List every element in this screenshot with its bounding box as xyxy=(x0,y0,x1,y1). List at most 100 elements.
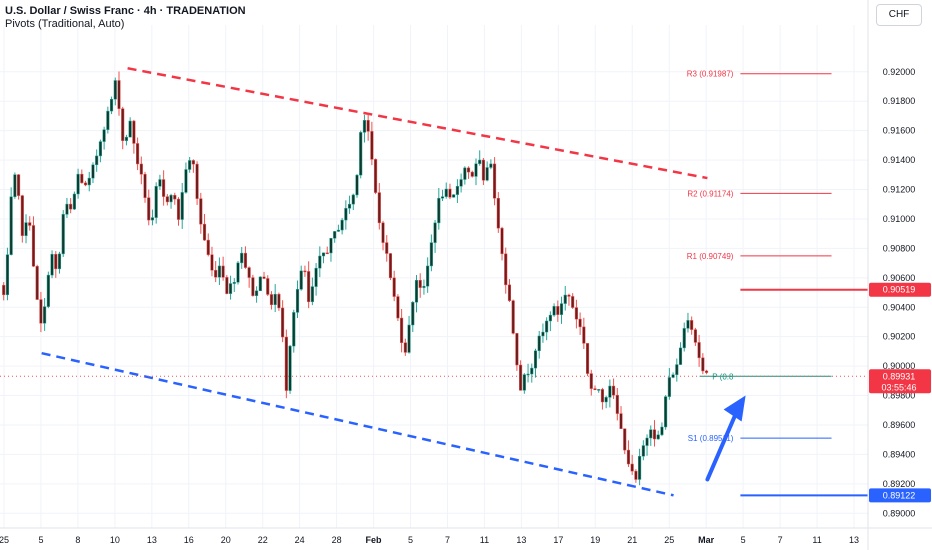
time-tick-label: 13 xyxy=(147,535,157,545)
candle-body xyxy=(43,306,47,324)
currency-button[interactable]: CHF xyxy=(876,4,922,26)
candle-body xyxy=(154,186,158,218)
candle-body xyxy=(478,159,482,164)
candle-body xyxy=(117,80,121,109)
price-axis[interactable]: 0.92000 0.91800 0.91600 0.91400 0.91200 0.910… xyxy=(867,0,931,550)
candle-body xyxy=(303,270,307,273)
candle-body xyxy=(619,413,623,429)
candle-body xyxy=(336,229,340,232)
candle-body xyxy=(65,203,69,215)
candle-body xyxy=(481,159,485,181)
time-tick-label: 17 xyxy=(553,535,563,545)
time-tick-label: 7 xyxy=(778,535,783,545)
candle-body xyxy=(284,336,288,391)
candle-body xyxy=(496,197,500,229)
candle-body xyxy=(563,294,567,304)
candle-body xyxy=(541,331,545,337)
trendlines xyxy=(41,67,708,497)
candle-body xyxy=(221,265,225,278)
time-tick-label: 13 xyxy=(516,535,526,545)
candle-body xyxy=(188,160,192,170)
candle-body xyxy=(552,306,556,316)
candle-body xyxy=(504,253,508,286)
candle-body xyxy=(634,470,638,480)
candle-body xyxy=(697,342,701,359)
candle-body xyxy=(106,110,110,130)
candle-body xyxy=(325,252,329,255)
candle-body xyxy=(5,254,9,296)
time-tick-label: 5 xyxy=(408,535,413,545)
candle-body xyxy=(176,198,181,220)
candle-body xyxy=(13,174,17,198)
candle-body xyxy=(318,255,322,269)
time-axis[interactable]: 25 5 8 10 13 16 20 22 24 28 Feb 5 7 11 13 17 19 21 25 Mar 5 7… xyxy=(0,527,932,545)
candle-body xyxy=(121,108,125,141)
candle-body xyxy=(348,203,352,209)
candle-body xyxy=(173,194,177,200)
pivot-label: P (0.8 xyxy=(712,372,734,381)
candle-body xyxy=(604,397,608,403)
candle-body xyxy=(630,463,634,472)
candle-body xyxy=(437,197,441,224)
pivot-levels: R3 (0.91987) R2 (0.91174) R1 (0.90749) P (0… xyxy=(0,70,868,443)
candle-body xyxy=(485,167,489,181)
candle-body xyxy=(35,266,39,300)
support-trendline xyxy=(41,351,674,497)
candle-body xyxy=(143,173,147,198)
price-tick-label: 0.90400 xyxy=(883,302,916,312)
time-tick-label: 22 xyxy=(258,535,268,545)
price-level-value: 0.89122 xyxy=(883,490,916,500)
price-tick-label: 0.89800 xyxy=(883,391,916,401)
candle-body xyxy=(377,192,381,224)
candle-body xyxy=(314,267,318,287)
time-tick-label: 25 xyxy=(664,535,674,545)
time-tick-label: 5 xyxy=(741,535,746,545)
candle-body xyxy=(440,196,445,199)
candle-body xyxy=(17,174,21,196)
price-tick-label: 0.91200 xyxy=(883,185,916,195)
candle-body xyxy=(269,294,274,305)
candle-body xyxy=(50,254,54,276)
candle-body xyxy=(251,277,255,296)
candle-body xyxy=(522,374,526,391)
candle-body xyxy=(664,396,668,428)
candle-body xyxy=(72,193,76,210)
current-price-tag xyxy=(869,369,931,394)
candle-body xyxy=(426,265,430,287)
candle-body xyxy=(667,377,671,397)
candle-body xyxy=(500,227,504,255)
candle-body xyxy=(548,314,552,322)
current-price-value: 0.89931 xyxy=(883,371,916,381)
candle-body xyxy=(124,136,128,141)
candle-body xyxy=(91,164,95,179)
candle-body xyxy=(329,238,333,254)
candle-body xyxy=(467,167,471,173)
candle-body xyxy=(705,370,709,373)
candles xyxy=(2,71,709,486)
candle-body xyxy=(418,280,422,288)
candle-body xyxy=(545,320,549,333)
candle-body xyxy=(54,254,58,270)
price-tick-label: 0.92000 xyxy=(883,67,916,77)
forecast-arrow xyxy=(705,395,746,482)
candle-body xyxy=(210,254,214,271)
candle-body xyxy=(229,283,233,294)
candle-body xyxy=(459,179,463,187)
candle-body xyxy=(202,223,207,241)
candle-body xyxy=(277,293,281,309)
candle-body xyxy=(652,429,657,440)
pivot-label: R1 (0.90749) xyxy=(687,252,734,261)
candle-body xyxy=(113,80,117,100)
candle-body xyxy=(273,293,277,305)
time-tick-label: 16 xyxy=(184,535,194,545)
candle-body xyxy=(374,159,378,193)
candle-body xyxy=(180,192,184,220)
time-tick-label: 13 xyxy=(849,535,859,545)
candle-body xyxy=(307,271,311,303)
candle-body xyxy=(80,173,84,184)
indicator-label[interactable]: Pivots (Traditional, Auto) xyxy=(5,18,125,30)
candle-body xyxy=(671,374,675,378)
price-tick-label: 0.91400 xyxy=(883,155,916,165)
price-tick-label: 0.91000 xyxy=(883,214,916,224)
